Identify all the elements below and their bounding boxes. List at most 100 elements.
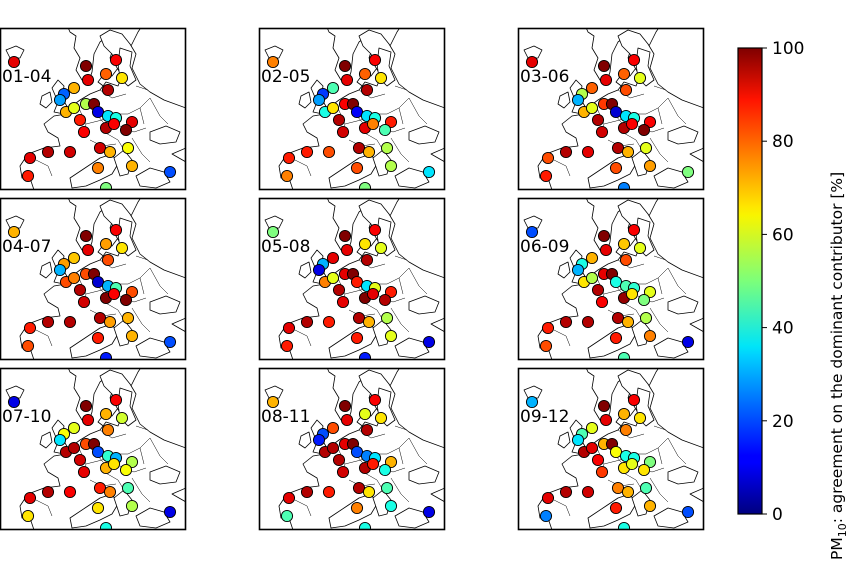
site-marker <box>595 465 609 479</box>
site-marker <box>366 287 380 301</box>
site-marker <box>621 485 635 499</box>
site-marker <box>591 113 605 127</box>
site-marker <box>617 181 631 190</box>
site-marker <box>571 263 585 277</box>
site-marker <box>101 253 115 267</box>
colorbar-title: PM10: agreement on the dominant contribu… <box>828 172 849 560</box>
site-marker <box>609 161 623 175</box>
site-marker <box>643 329 657 343</box>
site-marker <box>422 165 436 179</box>
site-marker <box>332 283 346 297</box>
site-marker <box>109 223 123 237</box>
site-marker <box>609 331 623 345</box>
site-marker <box>93 141 107 155</box>
panel-frame <box>517 27 705 191</box>
site-marker <box>77 125 91 139</box>
site-marker <box>21 509 35 523</box>
site-marker <box>109 53 123 67</box>
site-marker <box>539 509 553 523</box>
site-marker <box>125 115 139 129</box>
site-marker <box>625 287 639 301</box>
site-marker <box>119 463 133 477</box>
site-marker <box>163 505 177 519</box>
site-marker <box>53 93 67 107</box>
site-marker <box>326 251 340 265</box>
site-marker <box>73 283 87 297</box>
site-marker <box>338 229 352 243</box>
colorbar-tick-label: 40 <box>772 319 794 339</box>
site-marker <box>340 73 354 87</box>
map-panel-09-12: 09-12 <box>517 367 705 531</box>
site-marker <box>384 159 398 173</box>
site-marker <box>366 457 380 471</box>
site-marker <box>340 243 354 257</box>
site-marker <box>637 293 651 307</box>
site-marker <box>625 117 639 131</box>
site-marker <box>633 411 647 425</box>
site-marker <box>282 151 296 165</box>
site-marker <box>525 225 539 239</box>
site-marker <box>163 165 177 179</box>
site-marker <box>350 105 364 119</box>
site-marker <box>67 251 81 265</box>
site-marker <box>621 145 635 159</box>
site-marker <box>93 311 107 325</box>
site-marker <box>322 145 336 159</box>
site-marker <box>312 433 326 447</box>
site-marker <box>280 339 294 353</box>
map-panel-06-09: 06-09 <box>517 197 705 361</box>
site-marker <box>77 465 91 479</box>
site-marker <box>378 463 392 477</box>
site-marker <box>280 169 294 183</box>
site-marker <box>581 485 595 499</box>
site-marker <box>358 407 372 421</box>
site-marker <box>101 423 115 437</box>
site-marker <box>591 453 605 467</box>
site-marker <box>358 181 372 190</box>
site-marker <box>280 509 294 523</box>
site-marker <box>617 521 631 530</box>
site-marker <box>81 73 95 87</box>
site-marker <box>422 505 436 519</box>
site-marker <box>77 295 91 309</box>
site-marker <box>599 243 613 257</box>
panel-label: 02-05 <box>261 67 310 87</box>
panel-frame <box>0 367 187 531</box>
site-marker <box>119 123 133 137</box>
panel-label: 03-06 <box>520 67 569 87</box>
site-marker <box>23 151 37 165</box>
site-marker <box>599 73 613 87</box>
site-marker <box>384 499 398 513</box>
panel-label: 05-08 <box>261 237 310 257</box>
site-marker <box>358 237 372 251</box>
site-marker <box>541 491 555 505</box>
site-marker <box>619 253 633 267</box>
site-marker <box>374 241 388 255</box>
site-marker <box>67 271 81 285</box>
site-marker <box>619 83 633 97</box>
site-marker <box>525 55 539 69</box>
site-marker <box>374 71 388 85</box>
site-marker <box>585 441 599 455</box>
site-marker <box>627 393 641 407</box>
colorbar-tick-label: 60 <box>772 225 794 245</box>
site-marker <box>21 169 35 183</box>
site-marker <box>121 481 135 495</box>
site-marker <box>340 413 354 427</box>
site-marker <box>125 499 139 513</box>
site-marker <box>266 55 280 69</box>
site-marker <box>81 243 95 257</box>
site-marker <box>559 315 573 329</box>
site-marker <box>115 241 129 255</box>
site-marker <box>67 441 81 455</box>
site-marker <box>639 481 653 495</box>
site-marker <box>384 329 398 343</box>
site-marker <box>103 315 117 329</box>
site-marker <box>125 329 139 343</box>
site-marker <box>595 125 609 139</box>
site-marker <box>99 181 113 190</box>
colorbar-tick-label: 80 <box>772 132 794 152</box>
site-marker <box>585 421 599 435</box>
panel-frame <box>517 197 705 361</box>
site-marker <box>422 335 436 349</box>
